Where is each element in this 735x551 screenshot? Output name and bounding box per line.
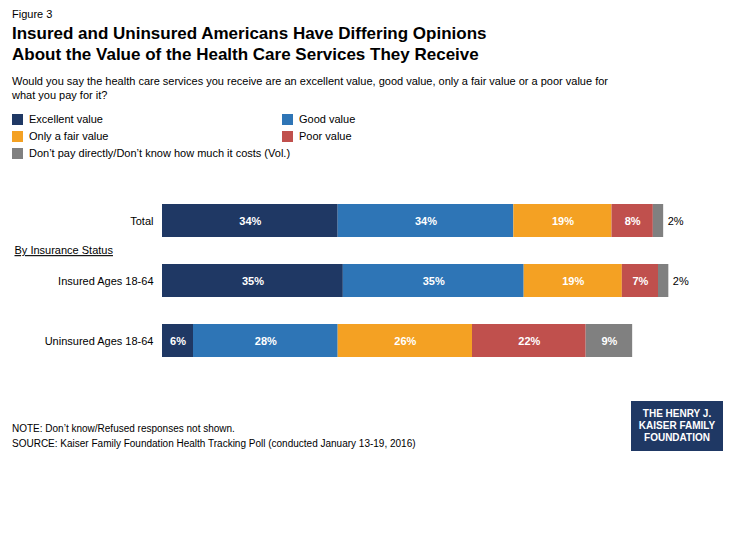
svg-text:Uninsured Ages 18-64: Uninsured Ages 18-64 xyxy=(45,335,154,347)
svg-text:28%: 28% xyxy=(255,335,277,347)
svg-text:6%: 6% xyxy=(170,335,186,347)
svg-text:Insured Ages 18-64: Insured Ages 18-64 xyxy=(58,275,153,287)
svg-text:2%: 2% xyxy=(673,275,689,287)
html-text:THE HENRY J. KAISER FAMILY FOU: THE HENRY J. KAISER FAMILY FOUNDATION xyxy=(638,408,716,444)
svg-text:34%: 34% xyxy=(415,215,437,227)
html-text:NOTE: Don’t know/Refused respo: NOTE: Don’t know/Refused responses not s… xyxy=(12,423,235,435)
svg-text:By Insurance Status: By Insurance Status xyxy=(15,244,114,256)
svg-text:7%: 7% xyxy=(632,275,648,287)
svg-text:9%: 9% xyxy=(601,335,617,347)
svg-text:35%: 35% xyxy=(423,275,445,287)
svg-text:26%: 26% xyxy=(394,335,416,347)
html-text:Insured and Uninsured American: Insured and Uninsured Americans Have Dif… xyxy=(12,24,487,65)
svg-text:2%: 2% xyxy=(668,215,684,227)
html-text:Figure 3: Figure 3 xyxy=(12,8,53,20)
html-text:Poor value: Poor value xyxy=(299,130,352,143)
html-text:Don’t pay directly/Don’t know: Don’t pay directly/Don’t know how much i… xyxy=(29,147,290,160)
svg-text:19%: 19% xyxy=(552,215,574,227)
html-text:Good value: Good value xyxy=(299,113,356,126)
svg-text:34%: 34% xyxy=(239,215,261,227)
svg-text:Total: Total xyxy=(130,215,153,227)
html-text:Only a fair value: Only a fair value xyxy=(29,130,109,143)
svg-text:19%: 19% xyxy=(562,275,584,287)
svg-text:22%: 22% xyxy=(518,335,540,347)
html-text:Would you say the health care: Would you say the health care services y… xyxy=(12,74,608,102)
html-text:Excellent value: Excellent value xyxy=(29,113,103,126)
html-text:SOURCE: Kaiser Family Foundati: SOURCE: Kaiser Family Foundation Health … xyxy=(12,438,416,450)
svg-text:35%: 35% xyxy=(242,275,264,287)
svg-text:8%: 8% xyxy=(625,215,641,227)
